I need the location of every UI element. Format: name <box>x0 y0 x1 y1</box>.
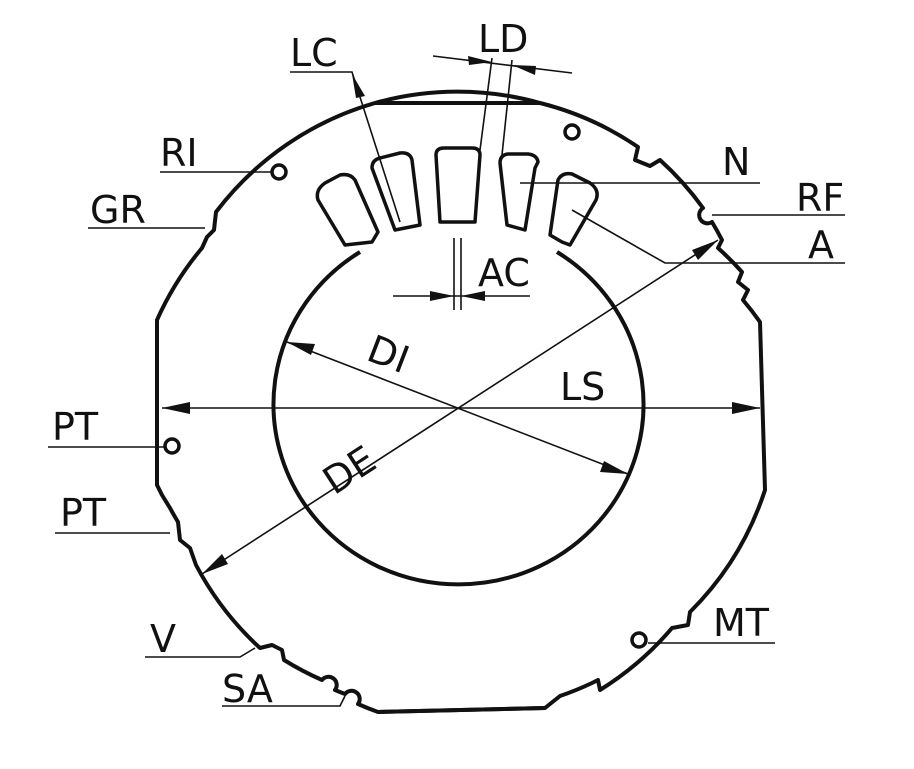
leader-lc-arrow <box>352 74 365 98</box>
de-dimension-line <box>201 239 719 575</box>
hole-mt <box>630 631 648 649</box>
label-pt-lower: PT <box>60 491 107 535</box>
hole-top-right <box>563 123 581 141</box>
ls-arrow-right <box>732 402 760 414</box>
label-a: A <box>808 223 834 267</box>
inner-bore <box>271 250 646 587</box>
flat-bottom <box>377 706 546 714</box>
leader-lc <box>290 71 401 223</box>
hole-ri <box>270 163 288 181</box>
label-gr: GR <box>90 188 146 232</box>
slot-5 <box>548 171 599 247</box>
ac-arrow-right <box>461 291 485 301</box>
de-arrow-upper <box>692 240 718 260</box>
slot-2 <box>370 151 422 232</box>
slot-4 <box>498 152 540 232</box>
di-arrow-upper <box>287 342 315 355</box>
di-arrow-lower <box>600 461 628 474</box>
label-lc: LC <box>290 31 338 75</box>
ld-ext-right <box>501 59 513 156</box>
label-rf: RF <box>796 176 844 220</box>
leader-v <box>145 647 256 658</box>
ld-dimension-line <box>432 55 573 74</box>
de-arrow-lower <box>202 554 228 574</box>
label-ac: AC <box>478 251 530 295</box>
label-v: V <box>150 617 176 661</box>
label-n: N <box>722 140 750 184</box>
outer-contour <box>155 89 767 714</box>
ld-ext-left <box>479 57 493 151</box>
label-sa: SA <box>222 667 273 711</box>
label-ld: LD <box>478 17 528 61</box>
ld-arrow-right <box>512 65 536 75</box>
leader-a <box>571 209 845 264</box>
slot-3 <box>434 146 482 224</box>
leader-sa <box>222 695 346 707</box>
hole-pt <box>163 437 181 455</box>
ac-arrow-left <box>430 291 454 301</box>
label-mt: MT <box>713 601 770 645</box>
ls-arrow-left <box>162 402 190 414</box>
slot-1 <box>315 172 380 247</box>
label-pt-upper: PT <box>52 405 99 449</box>
label-ls: LS <box>560 365 605 409</box>
label-ri: RI <box>160 131 198 175</box>
ld-arrow-left <box>468 56 492 65</box>
